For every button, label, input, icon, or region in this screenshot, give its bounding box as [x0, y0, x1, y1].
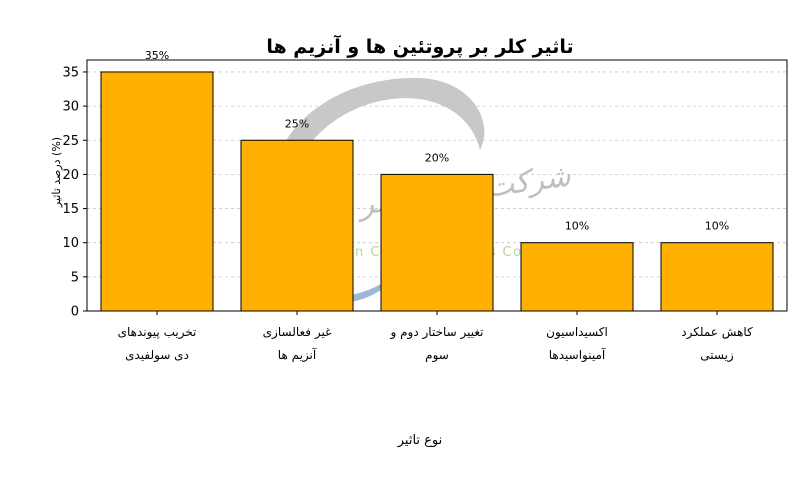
y-tick-label: 5	[71, 270, 79, 285]
bar-value-label: 25%	[285, 117, 309, 130]
bar-value-label: 20%	[425, 151, 449, 164]
x-tick-label: آنزیم ها	[278, 347, 317, 363]
y-axis-ticks: 0 5 10 15 20 25 30 35	[62, 65, 87, 320]
bar	[660, 242, 774, 312]
bar-value-label: 35%	[145, 49, 169, 62]
watermark-swoosh-gray	[272, 77, 485, 220]
x-axis-label: نوع تاثیر	[397, 433, 443, 448]
bar	[100, 71, 214, 312]
data-labels: 35% 25% 20% 10% 10%	[145, 49, 729, 233]
y-axis-label: درصد تاثیر (%)	[50, 137, 63, 208]
bar-value-label: 10%	[705, 220, 729, 233]
x-tick-label: غیر فعالسازی	[263, 325, 332, 340]
x-tick-label: زیستی	[700, 348, 734, 363]
x-tick-label: دی سولفیدی	[125, 348, 189, 363]
y-tick-label: 10	[62, 236, 79, 251]
bar	[380, 173, 494, 312]
y-tick-label: 30	[62, 100, 79, 115]
bar	[520, 242, 634, 312]
x-tick-label: اکسیداسیون	[546, 325, 608, 340]
x-tick-label: کاهش عملکرد	[681, 325, 753, 340]
bar-value-label: 10%	[565, 220, 589, 233]
x-axis-ticks: تخریب پیوندهای دی سولفیدی غیر فعالسازی آنزی…	[118, 311, 753, 363]
y-tick-label: 15	[62, 202, 79, 217]
chart-title: تاثیر کلر بر پروتئین ها و آنزیم ها	[266, 34, 573, 58]
x-tick-label: آمینواسیدها	[549, 347, 606, 363]
x-tick-label: تخریب پیوندهای	[118, 325, 197, 340]
y-tick-label: 35	[62, 65, 79, 80]
y-tick-label: 25	[62, 134, 79, 149]
y-tick-label: 0	[71, 305, 79, 320]
bars	[100, 71, 774, 312]
bar	[240, 139, 354, 312]
x-tick-label: سوم	[425, 348, 449, 363]
x-tick-label: تغییر ساختار دوم و	[390, 325, 484, 340]
y-tick-label: 20	[62, 168, 79, 183]
